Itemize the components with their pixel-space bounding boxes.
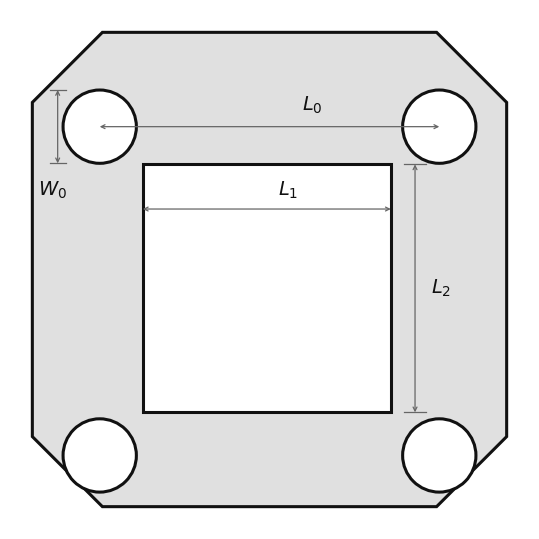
Circle shape (63, 90, 136, 163)
Circle shape (63, 419, 136, 492)
Text: $L_0$: $L_0$ (302, 94, 323, 116)
Bar (143, 164, 391, 412)
Polygon shape (32, 32, 507, 507)
Text: $W_0$: $W_0$ (38, 179, 67, 201)
Circle shape (403, 90, 476, 163)
Text: $L_2$: $L_2$ (431, 278, 451, 299)
Circle shape (403, 419, 476, 492)
Text: $L_1$: $L_1$ (278, 179, 299, 201)
